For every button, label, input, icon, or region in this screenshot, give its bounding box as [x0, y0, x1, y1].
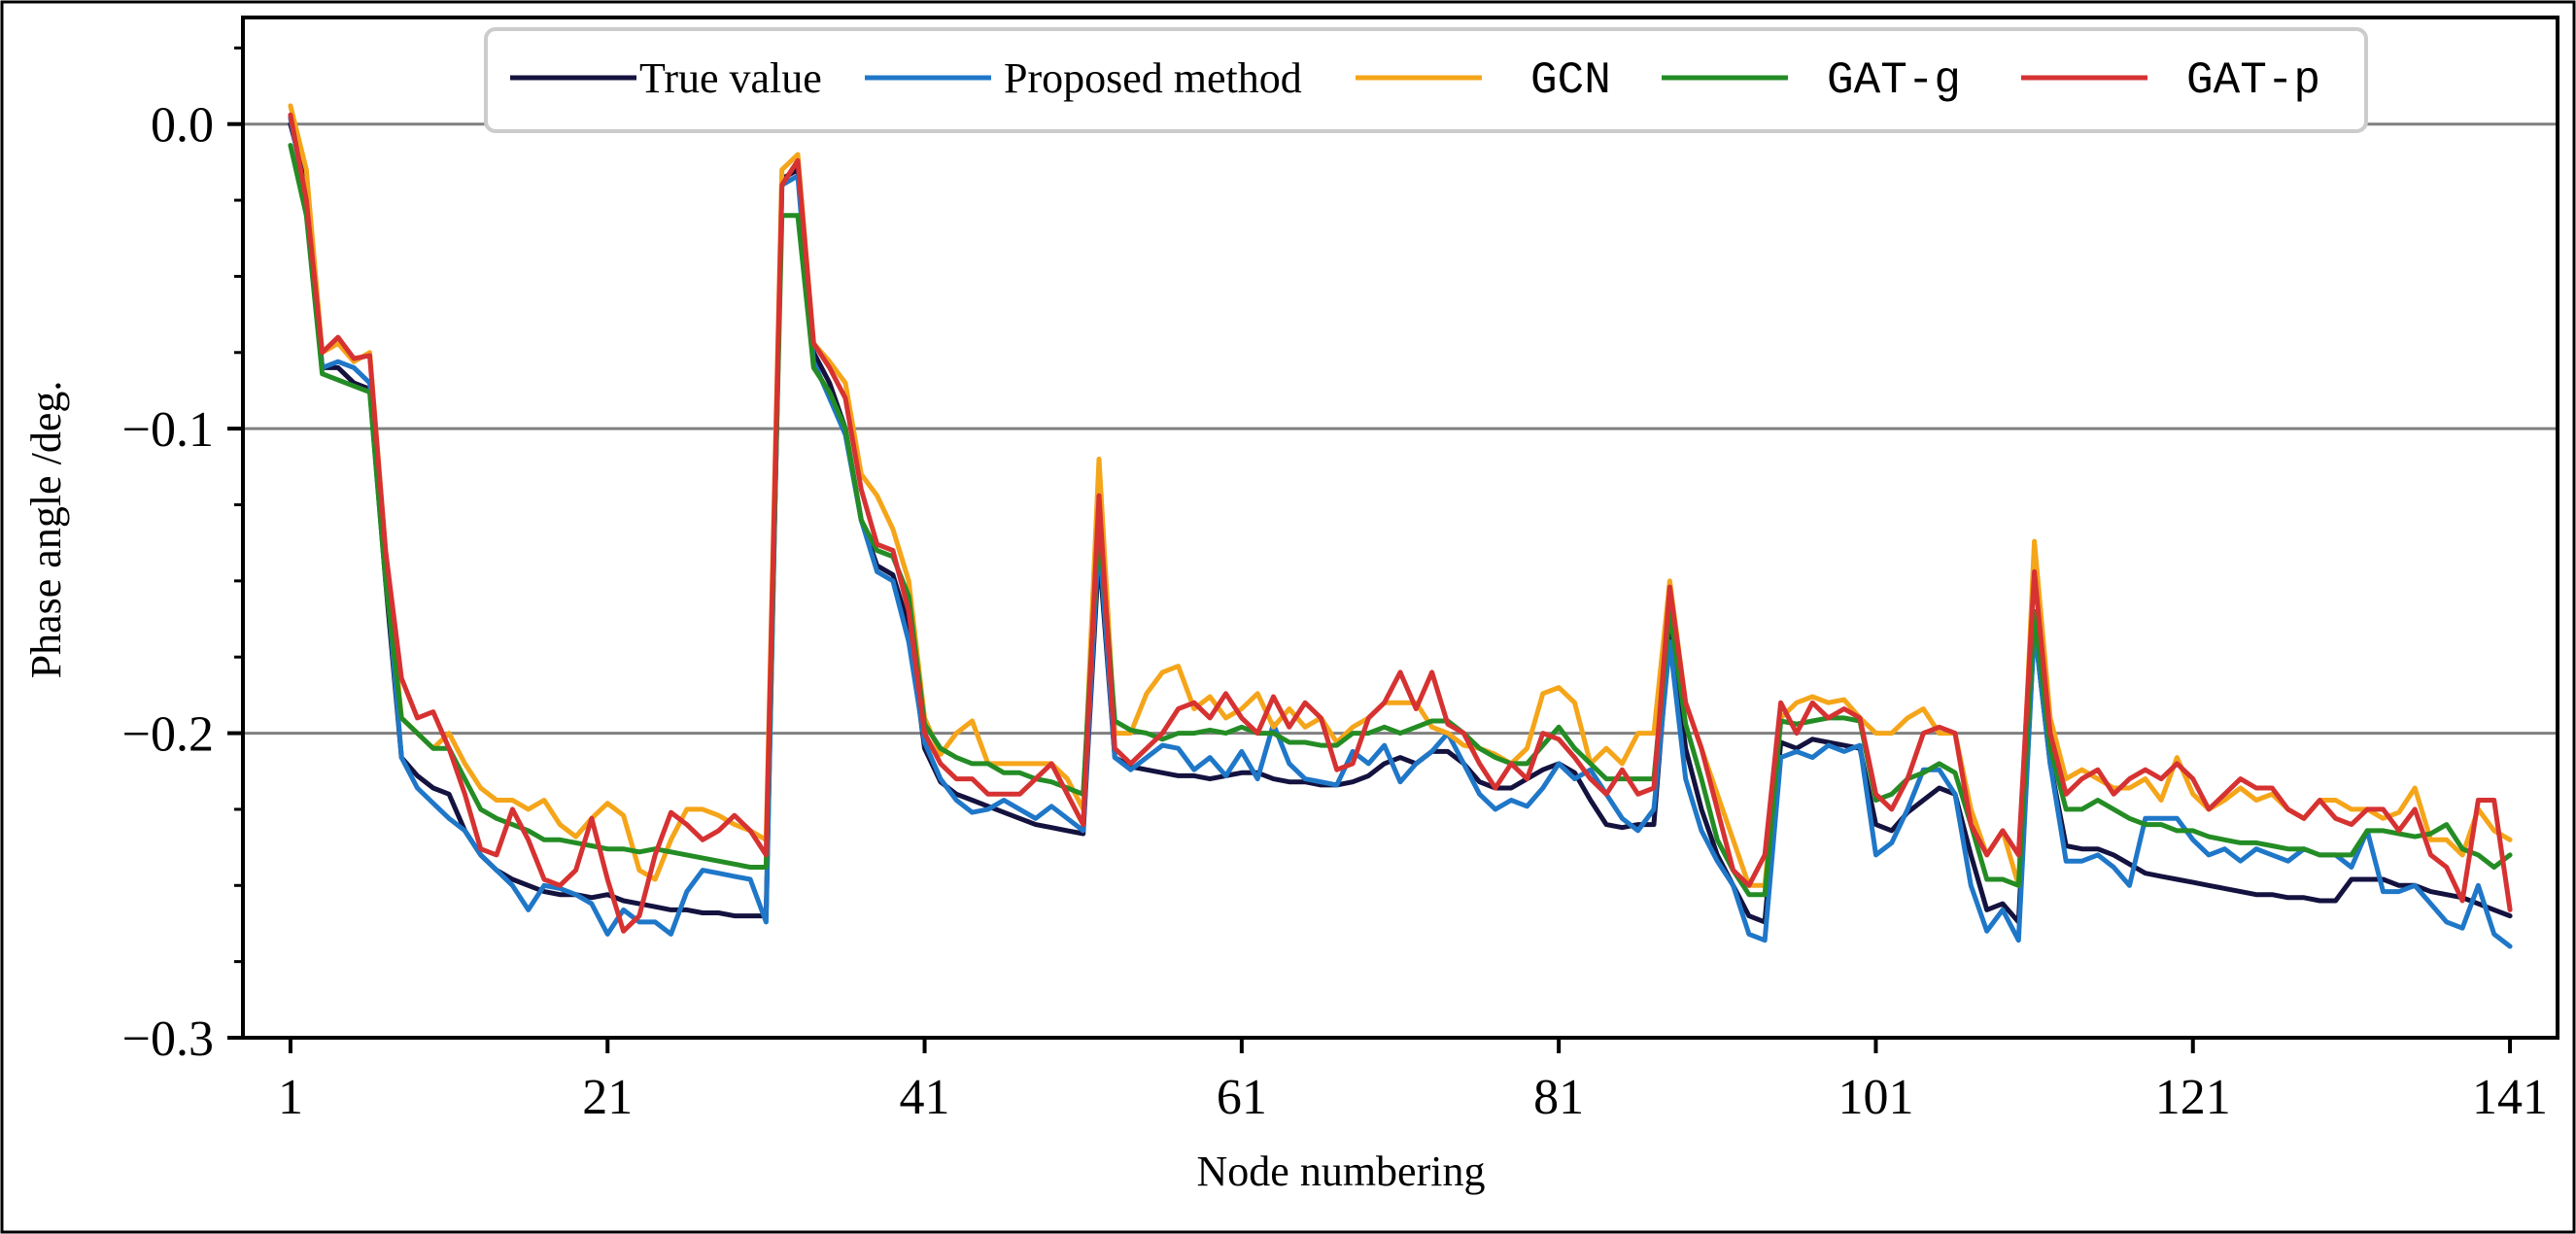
x-tick-label: 141 — [2472, 1070, 2548, 1125]
series-line-gat-p — [288, 112, 2513, 934]
x-axis-title: Node numbering — [1197, 1148, 1486, 1195]
x-tick-label: 101 — [1838, 1070, 1913, 1125]
y-axis: 0.0 −0.1 −0.2 −0.3 — [122, 46, 243, 1067]
legend-label-gat-g: GAT-g — [1827, 55, 1961, 106]
x-tick-label: 1 — [278, 1070, 303, 1125]
x-tick-label: 21 — [582, 1070, 633, 1125]
plot-frame — [241, 16, 2559, 1040]
series-line-gcn — [288, 103, 2513, 888]
y-tick-label: −0.1 — [122, 402, 214, 458]
y-tick-label: 0.0 — [151, 98, 214, 154]
y-tick-label: −0.3 — [122, 1011, 214, 1067]
x-tick-label: 81 — [1533, 1070, 1584, 1125]
legend-label-gcn: GCN — [1530, 55, 1611, 106]
x-tick-label: 121 — [2155, 1070, 2231, 1125]
x-tick-label: 41 — [900, 1070, 950, 1125]
series-line-true-value — [288, 121, 2513, 925]
legend-label-proposed-method: Proposed method — [1004, 54, 1302, 102]
x-axis: 1 21 41 61 81 101 121 141 — [278, 1038, 2548, 1125]
legend: True value Proposed method GCN GAT-g GAT-p — [484, 27, 2368, 133]
x-tick-label: 61 — [1217, 1070, 1267, 1125]
legend-label-gat-p: GAT-p — [2186, 55, 2320, 106]
y-axis-title: Phase angle /deg. — [22, 381, 70, 679]
y-tick-label: −0.2 — [122, 707, 214, 763]
series-line-gat-g — [288, 143, 2513, 898]
series-line-proposed-method — [288, 115, 2513, 949]
series-lines — [288, 103, 2513, 949]
legend-label-true-value: True value — [639, 54, 822, 102]
